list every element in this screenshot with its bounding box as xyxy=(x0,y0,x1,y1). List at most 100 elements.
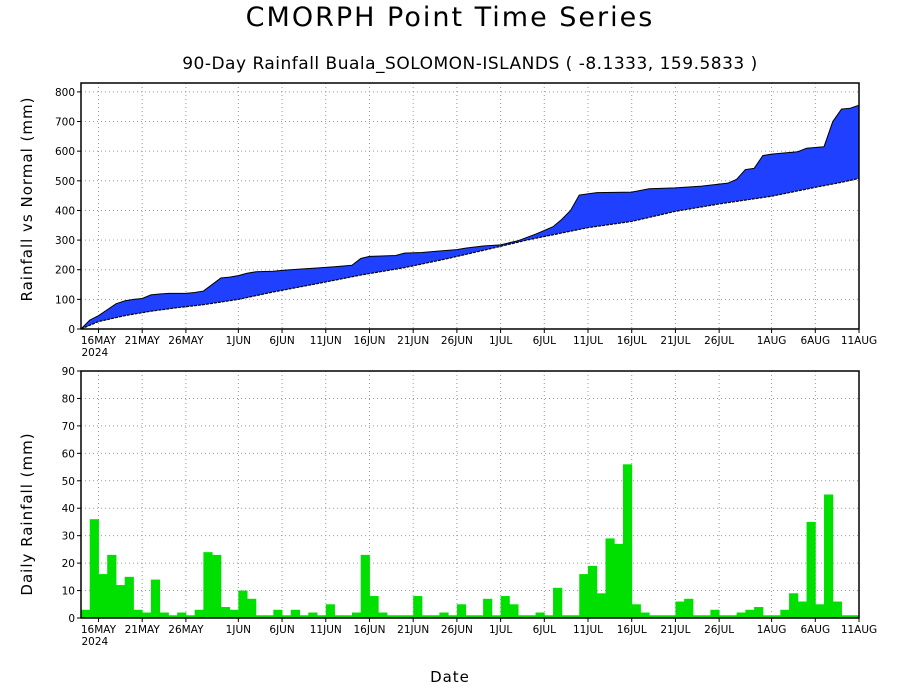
daily-rain-bar xyxy=(491,615,502,618)
top-plot-frame xyxy=(80,82,860,330)
daily-rain-bar xyxy=(684,598,694,618)
bottom-ytick-label: 60 xyxy=(62,448,75,460)
daily-rain-bar xyxy=(762,615,773,618)
daily-rain-bar xyxy=(142,612,152,618)
top-xtick-label: 1JUL xyxy=(489,335,512,347)
bottom-xtick-label: 21JUL xyxy=(660,624,690,636)
bottom-ytick-label: 10 xyxy=(62,586,75,598)
daily-rain-bar xyxy=(317,615,327,618)
top-ytick-label: 700 xyxy=(55,117,75,129)
bottom-ytick-label: 20 xyxy=(62,558,75,570)
daily-rain-bar xyxy=(203,552,213,618)
daily-rain-bar xyxy=(518,615,528,618)
daily-rain-bar xyxy=(220,607,231,618)
page-subtitle: 90-Day Rainfall Buala_SOLOMON-ISLANDS ( … xyxy=(182,54,758,74)
daily-rain-bar xyxy=(448,615,458,618)
page-title: CMORPH Point Time Series xyxy=(245,2,655,33)
daily-rain-bar xyxy=(806,521,816,618)
daily-rain-bar xyxy=(570,615,580,618)
daily-rain-bar xyxy=(343,615,353,618)
top-ytick-label: 600 xyxy=(55,146,75,158)
bottom-xtick-label: 21JUN xyxy=(397,624,429,636)
bottom-xtick-label: 6AUG xyxy=(800,624,830,636)
daily-rain-bar xyxy=(850,615,859,618)
daily-rain-bar xyxy=(439,612,449,618)
bottom-xtick-label: 11JUN xyxy=(310,624,342,636)
daily-rain-bar xyxy=(535,612,545,618)
daily-rain-bar xyxy=(500,596,510,618)
daily-rain-bar xyxy=(474,615,484,618)
daily-rain-bar xyxy=(325,604,335,618)
daily-rain-bar xyxy=(299,615,309,618)
daily-rain-bar xyxy=(754,607,764,618)
daily-rain-bar xyxy=(421,615,432,618)
bottom-xtick-label: 1AUG xyxy=(757,624,787,636)
daily-rain-bar xyxy=(675,601,685,618)
daily-rain-bar xyxy=(614,543,624,618)
daily-rain-bar xyxy=(282,615,292,618)
daily-rain-bar xyxy=(386,615,397,618)
actual-rainfall-line xyxy=(80,104,860,330)
top-xtick-label: 26MAY xyxy=(168,335,204,347)
daily-rain-bar xyxy=(832,601,842,618)
bottom-ytick-label: 70 xyxy=(62,421,75,433)
daily-rain-bar xyxy=(395,615,405,618)
daily-rain-bar xyxy=(526,615,536,618)
daily-rain-bar xyxy=(273,609,283,618)
bottom-ytick-label: 90 xyxy=(62,366,75,378)
daily-rain-bar xyxy=(107,554,117,618)
daily-rain-bar xyxy=(719,615,729,618)
top-ytick-label: 500 xyxy=(55,176,75,188)
top-ytick-label: 0 xyxy=(68,324,75,336)
daily-rain-bar xyxy=(553,587,563,618)
top-xtick-label: 11JUN xyxy=(310,335,342,347)
daily-rain-bar xyxy=(334,615,344,618)
daily-rain-bar xyxy=(561,615,571,618)
bottom-ytick-label: 30 xyxy=(62,531,75,543)
daily-rain-bar xyxy=(229,609,239,618)
top-xtick-label: 26JUL xyxy=(704,335,734,347)
daily-rain-bar xyxy=(622,464,633,618)
top-y-axis-label: Rainfall vs Normal (mm) xyxy=(18,97,36,302)
top-ytick-label: 300 xyxy=(55,235,75,247)
daily-rain-bar xyxy=(360,554,370,618)
bottom-plot-frame xyxy=(80,370,860,619)
daily-rain-bar xyxy=(736,612,746,618)
bottom-ytick-label: 0 xyxy=(68,613,75,625)
daily-rain-bar xyxy=(780,609,790,618)
daily-rain-bar xyxy=(115,585,126,618)
daily-rain-bar xyxy=(238,590,248,618)
daily-rain-bar xyxy=(308,612,318,618)
daily-rain-bar xyxy=(789,593,799,618)
top-xtick-label: 6AUG xyxy=(800,335,830,347)
daily-rain-bar xyxy=(701,615,711,618)
daily-rain-bar xyxy=(351,612,362,618)
top-xtick-label: 6JUN xyxy=(269,335,294,347)
bottom-xtick-label: 11AUG xyxy=(841,624,877,636)
daily-rain-bar xyxy=(771,615,781,618)
daily-rain-bar xyxy=(640,612,650,618)
bottom-ytick-label: 40 xyxy=(62,503,75,515)
bottom-xtick-label: 1JUL xyxy=(489,624,512,636)
daily-rain-bar xyxy=(264,615,274,618)
daily-rain-bar xyxy=(657,615,668,618)
daily-rain-bar xyxy=(596,593,606,618)
daily-rain-bar xyxy=(692,615,703,618)
top-xtick-label: 16MAY xyxy=(81,335,117,347)
bottom-xtick-label: 26JUL xyxy=(704,624,734,636)
bottom-xtick-label: 16JUN xyxy=(353,624,385,636)
daily-rain-bar xyxy=(247,598,257,618)
top-xtick-label: 11AUG xyxy=(841,335,877,347)
bottom-xtick-sublabel: 2024 xyxy=(81,636,108,648)
top-xtick-sublabel: 2024 xyxy=(81,347,108,359)
daily-rain-bar xyxy=(727,615,738,618)
normal-rainfall-line xyxy=(80,177,860,330)
bottom-xtick-label: 21MAY xyxy=(125,624,161,636)
daily-rain-bar xyxy=(212,554,222,618)
daily-rain-bar xyxy=(255,615,266,618)
daily-rain-bar xyxy=(159,612,169,618)
daily-rain-bar xyxy=(98,574,108,618)
daily-rain-bar xyxy=(81,609,91,618)
bottom-xtick-label: 6JUL xyxy=(533,624,556,636)
